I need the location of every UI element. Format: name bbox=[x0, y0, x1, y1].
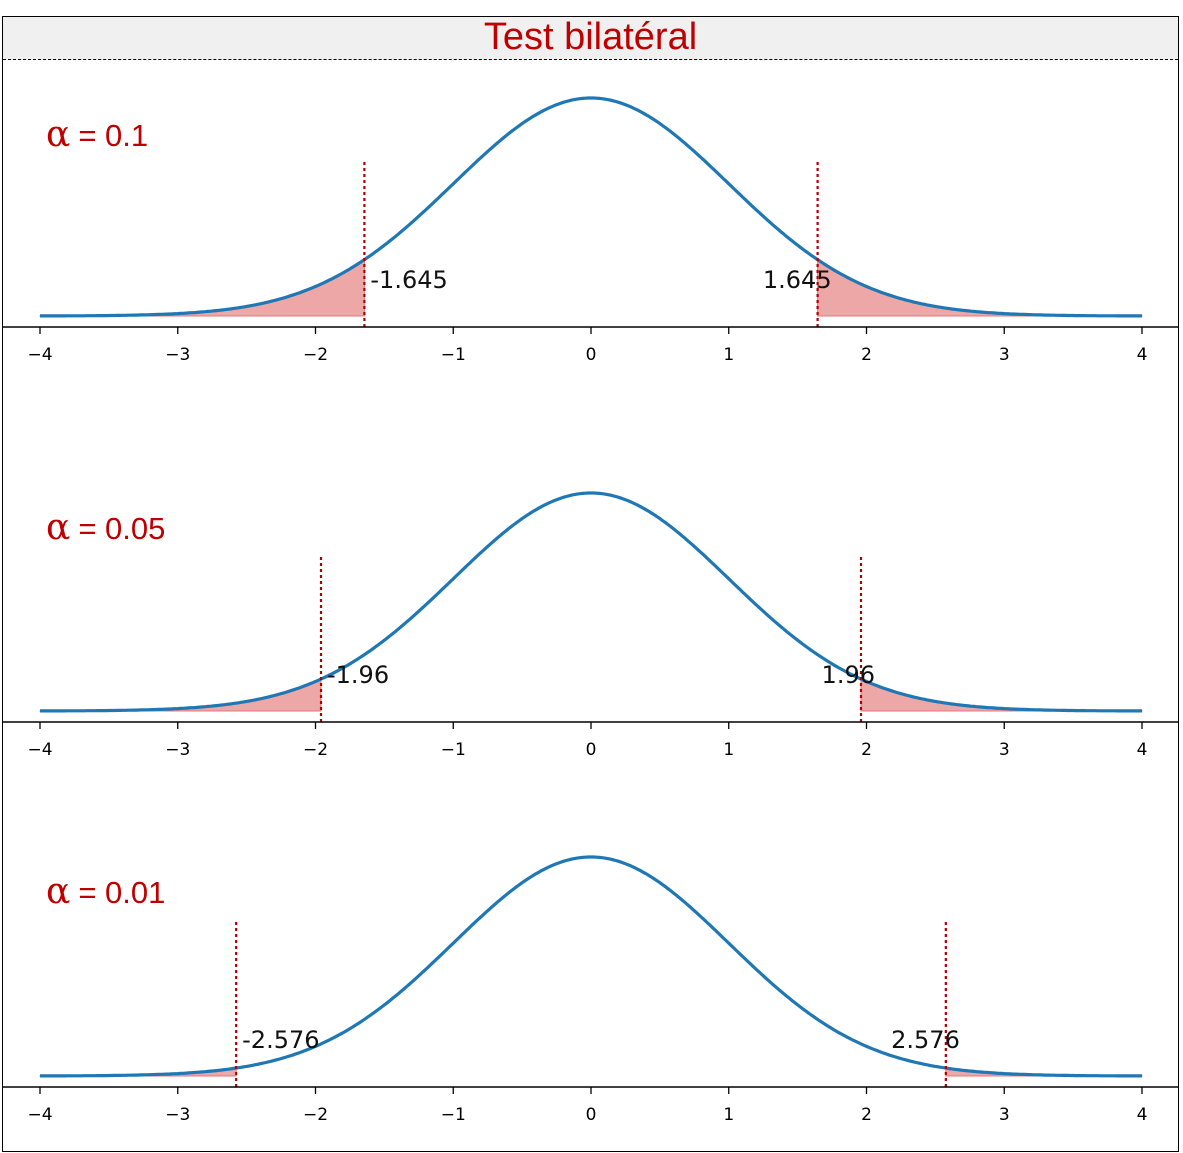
x-tick-label: 4 bbox=[1137, 1105, 1148, 1125]
critical-label-left: -2.576 bbox=[242, 1026, 319, 1054]
x-tick-label: 2 bbox=[861, 1105, 872, 1125]
x-tick-label: 3 bbox=[999, 345, 1010, 365]
critical-label-right: 1.96 bbox=[822, 661, 875, 689]
alpha-label: α = 0.01 bbox=[46, 871, 165, 912]
normal-curve bbox=[40, 855, 1142, 1078]
x-tick-label: 1 bbox=[723, 1105, 734, 1125]
x-tick-label: −4 bbox=[27, 740, 52, 760]
x-tick-label: 0 bbox=[586, 345, 597, 365]
x-tick-label: −2 bbox=[303, 1105, 328, 1125]
x-tick-label: 3 bbox=[999, 1105, 1010, 1125]
normal-curve bbox=[40, 96, 1142, 318]
x-tick-label: −4 bbox=[27, 1105, 52, 1125]
alpha-value: = 0.01 bbox=[78, 875, 165, 910]
chart-panel-3: -2.576 2.576 −4 −3 −2 −1 0 1 2 3 4 α = 0.01 bbox=[3, 855, 1178, 1125]
x-tick-label: −1 bbox=[441, 345, 466, 365]
alpha-symbol: α bbox=[46, 507, 70, 548]
alpha-label: α = 0.05 bbox=[46, 507, 165, 548]
alpha-label: α = 0.1 bbox=[46, 114, 148, 155]
figure-frame: Test bilatéral bbox=[2, 16, 1179, 1152]
x-tick-label: −1 bbox=[441, 740, 466, 760]
x-tick-label: −3 bbox=[165, 740, 190, 760]
title-bar: Test bilatéral bbox=[3, 16, 1178, 60]
alpha-value: = 0.05 bbox=[78, 511, 165, 546]
critical-label-left: -1.96 bbox=[327, 661, 389, 689]
x-tick-label: 3 bbox=[999, 740, 1010, 760]
x-tick-label: 4 bbox=[1137, 345, 1148, 365]
critical-label-left: -1.645 bbox=[370, 266, 447, 294]
chart-panel-2: -1.96 1.96 −4 −3 −2 −1 0 1 2 3 4 α = 0.05 bbox=[3, 491, 1178, 760]
alpha-symbol: α bbox=[46, 871, 70, 912]
chart-panel-1: -1.645 1.645 −4 −3 −2 −1 0 1 2 3 4 α = 0.1 bbox=[3, 96, 1178, 365]
alpha-value: = 0.1 bbox=[78, 118, 148, 153]
critical-label-right: 1.645 bbox=[763, 266, 832, 294]
x-tick-label: −3 bbox=[165, 1105, 190, 1125]
x-tick-label: 1 bbox=[723, 740, 734, 760]
x-tick-label: −3 bbox=[165, 345, 190, 365]
normal-curve bbox=[40, 491, 1142, 713]
critical-label-right: 2.576 bbox=[891, 1026, 960, 1054]
x-tick-label: 2 bbox=[861, 345, 872, 365]
page-title: Test bilatéral bbox=[483, 16, 698, 58]
alpha-symbol: α bbox=[46, 114, 70, 155]
x-tick-label: −2 bbox=[303, 740, 328, 760]
x-tick-label: 0 bbox=[586, 740, 597, 760]
x-tick-label: −1 bbox=[441, 1105, 466, 1125]
x-tick-label: 2 bbox=[861, 740, 872, 760]
x-tick-label: 4 bbox=[1137, 740, 1148, 760]
x-tick-label: 1 bbox=[723, 345, 734, 365]
x-tick-label: −2 bbox=[303, 345, 328, 365]
x-tick-label: 0 bbox=[586, 1105, 597, 1125]
x-tick-label: −4 bbox=[27, 345, 52, 365]
